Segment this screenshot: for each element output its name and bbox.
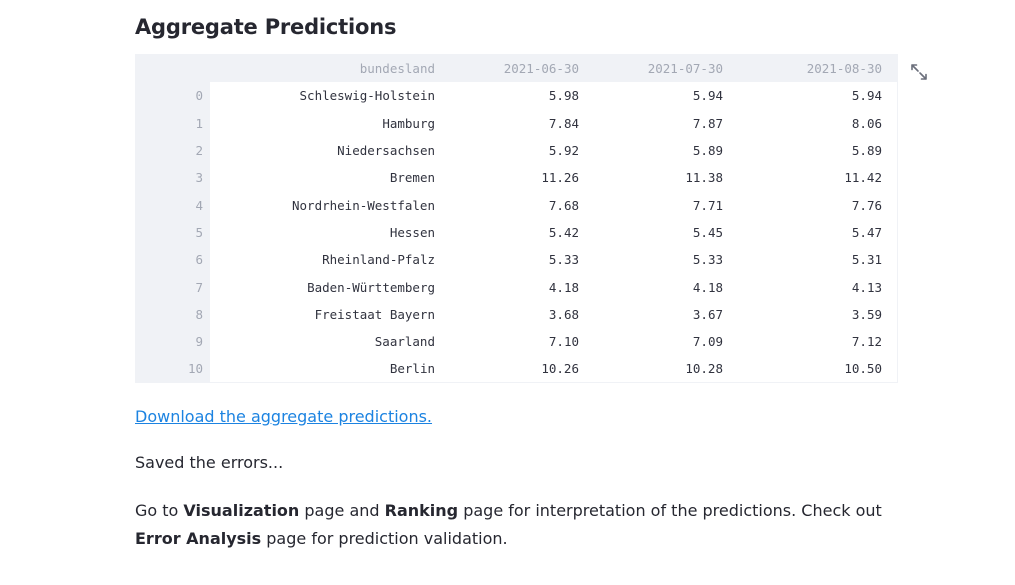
- index-header: [136, 55, 210, 83]
- cell-value[interactable]: 3.68: [548, 306, 579, 322]
- visualization-page-ref: Visualization: [183, 501, 300, 520]
- cell-value[interactable]: 11.38: [685, 170, 723, 186]
- cell-value[interactable]: 3.67: [692, 306, 723, 322]
- table-header-row: bundesland 2021-06-30 2021-07-30 2021-08…: [136, 55, 898, 83]
- cell-bundesland[interactable]: Baden-Württemberg: [307, 279, 435, 295]
- cell-value[interactable]: 5.89: [851, 143, 882, 159]
- row-index: 5: [136, 218, 210, 247]
- cell-value[interactable]: 10.50: [844, 361, 882, 377]
- row-index: 9: [136, 327, 210, 356]
- cell-value[interactable]: 7.09: [692, 334, 723, 350]
- cell-value[interactable]: 5.92: [548, 143, 579, 159]
- column-header-2021-07-30[interactable]: 2021-07-30: [595, 55, 739, 83]
- ranking-page-ref: Ranking: [384, 501, 459, 520]
- cell-value[interactable]: 5.94: [692, 88, 723, 104]
- cell-bundesland[interactable]: Bremen: [389, 170, 435, 186]
- download-link[interactable]: Download the aggregate predictions.: [135, 407, 433, 426]
- expand-icon[interactable]: [909, 62, 929, 82]
- section-title: Aggregate Predictions: [135, 15, 397, 39]
- table-body: 0 Schleswig-Holstein 5.98 5.94 5.94 1 Ha…: [136, 82, 898, 383]
- guidance-text: page for interpretation of the predictio…: [458, 501, 882, 520]
- table-row: 9 Saarland 7.10 7.09 7.12: [136, 327, 898, 356]
- cell-value[interactable]: 11.42: [844, 170, 882, 186]
- cell-value[interactable]: 7.68: [548, 197, 579, 213]
- cell-value[interactable]: 3.59: [851, 306, 882, 322]
- cell-value[interactable]: 10.26: [541, 361, 579, 377]
- cell-value[interactable]: 5.98: [548, 88, 579, 104]
- row-index: 2: [136, 136, 210, 165]
- cell-bundesland[interactable]: Berlin: [389, 361, 435, 377]
- error-analysis-page-ref: Error Analysis: [135, 529, 262, 548]
- dataframe[interactable]: bundesland 2021-06-30 2021-07-30 2021-08…: [135, 54, 898, 383]
- cell-value[interactable]: 7.10: [548, 334, 579, 350]
- cell-value[interactable]: 7.84: [548, 115, 579, 131]
- cell-bundesland[interactable]: Saarland: [374, 334, 435, 350]
- column-header-bundesland[interactable]: bundesland: [210, 55, 451, 83]
- cell-value[interactable]: 4.18: [692, 279, 723, 295]
- cell-bundesland[interactable]: Hamburg: [382, 115, 435, 131]
- row-index: 8: [136, 300, 210, 328]
- table-row: 1 Hamburg 7.84 7.87 8.06: [136, 109, 898, 137]
- table-row: 7 Baden-Württemberg 4.18 4.18 4.13: [136, 273, 898, 301]
- cell-value[interactable]: 11.26: [541, 170, 579, 186]
- guidance-text: page and: [299, 501, 385, 520]
- cell-value[interactable]: 5.31: [851, 252, 882, 268]
- predictions-table: bundesland 2021-06-30 2021-07-30 2021-08…: [136, 55, 898, 383]
- table-row: 6 Rheinland-Pfalz 5.33 5.33 5.31: [136, 246, 898, 274]
- row-index: 0: [136, 82, 210, 110]
- cell-value[interactable]: 5.33: [692, 252, 723, 268]
- row-index: 3: [136, 164, 210, 192]
- column-header-2021-08-30[interactable]: 2021-08-30: [739, 55, 898, 83]
- cell-bundesland[interactable]: Rheinland-Pfalz: [322, 252, 435, 268]
- guidance-text: page for prediction validation.: [261, 529, 508, 548]
- saved-status-text: Saved the errors...: [135, 453, 284, 472]
- cell-value[interactable]: 7.76: [851, 197, 882, 213]
- cell-bundesland[interactable]: Niedersachsen: [337, 143, 435, 159]
- table-row: 8 Freistaat Bayern 3.68 3.67 3.59: [136, 300, 898, 328]
- cell-value[interactable]: 7.87: [692, 115, 723, 131]
- cell-value[interactable]: 10.28: [685, 361, 723, 377]
- guidance-text: Go to: [135, 501, 184, 520]
- cell-value[interactable]: 4.18: [548, 279, 579, 295]
- table-row: 2 Niedersachsen 5.92 5.89 5.89: [136, 136, 898, 165]
- table-row: 4 Nordrhein-Westfalen 7.68 7.71 7.76: [136, 191, 898, 219]
- cell-value[interactable]: 5.89: [692, 143, 723, 159]
- guidance-paragraph: Go to Visualization page and Ranking pag…: [135, 497, 915, 553]
- table-row: 3 Bremen 11.26 11.38 11.42: [136, 164, 898, 192]
- table-row: 10 Berlin 10.26 10.28 10.50: [136, 355, 898, 383]
- cell-bundesland[interactable]: Freistaat Bayern: [314, 306, 435, 322]
- column-header-2021-06-30[interactable]: 2021-06-30: [451, 55, 595, 83]
- cell-bundesland[interactable]: Nordrhein-Westfalen: [292, 197, 435, 213]
- cell-bundesland[interactable]: Schleswig-Holstein: [299, 88, 435, 104]
- cell-value[interactable]: 5.47: [851, 224, 882, 240]
- cell-value[interactable]: 5.42: [548, 224, 579, 240]
- row-index: 6: [136, 246, 210, 274]
- cell-value[interactable]: 5.45: [692, 224, 723, 240]
- row-index: 4: [136, 191, 210, 219]
- cell-value[interactable]: 8.06: [851, 115, 882, 131]
- row-index: 1: [136, 109, 210, 137]
- cell-value[interactable]: 5.33: [548, 252, 579, 268]
- row-index: 7: [136, 273, 210, 301]
- cell-value[interactable]: 7.12: [851, 334, 882, 350]
- cell-value[interactable]: 5.94: [851, 88, 882, 104]
- cell-value[interactable]: 4.13: [851, 279, 882, 295]
- row-index: 10: [136, 355, 210, 383]
- table-row: 5 Hessen 5.42 5.45 5.47: [136, 218, 898, 247]
- cell-value[interactable]: 7.71: [692, 197, 723, 213]
- cell-bundesland[interactable]: Hessen: [389, 224, 435, 240]
- table-row: 0 Schleswig-Holstein 5.98 5.94 5.94: [136, 82, 898, 110]
